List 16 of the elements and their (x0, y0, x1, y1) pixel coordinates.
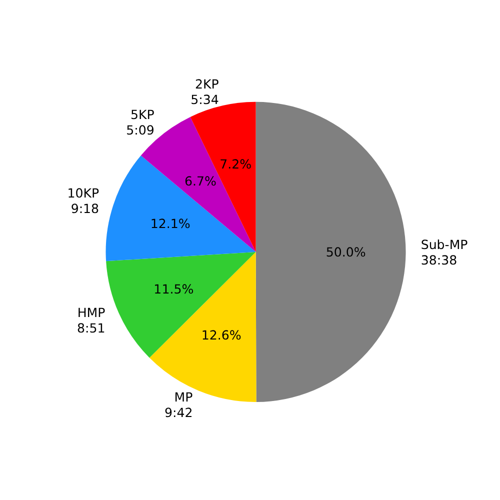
slice-label: 5KP 5:09 (126, 106, 155, 138)
pie-slice (106, 155, 256, 262)
slice-label: Sub-MP 38:38 (420, 236, 468, 267)
slice-label: HMP 8:51 (77, 304, 106, 335)
slice-label: 10KP 9:18 (67, 185, 100, 216)
slice-label: 2KP 5:34 (190, 76, 220, 106)
pie-slice (149, 252, 256, 402)
data-label: 6.7% (184, 173, 216, 188)
data-label: 12.1% (150, 216, 190, 232)
pie-slice (256, 102, 406, 402)
pie-slice (106, 252, 256, 358)
slice-label: MP 9:42 (164, 389, 194, 420)
data-label: 7.2% (220, 156, 252, 172)
data-label: 50.0% (326, 244, 366, 260)
data-label: 11.5% (154, 281, 194, 296)
data-label: 12.6% (201, 328, 242, 343)
